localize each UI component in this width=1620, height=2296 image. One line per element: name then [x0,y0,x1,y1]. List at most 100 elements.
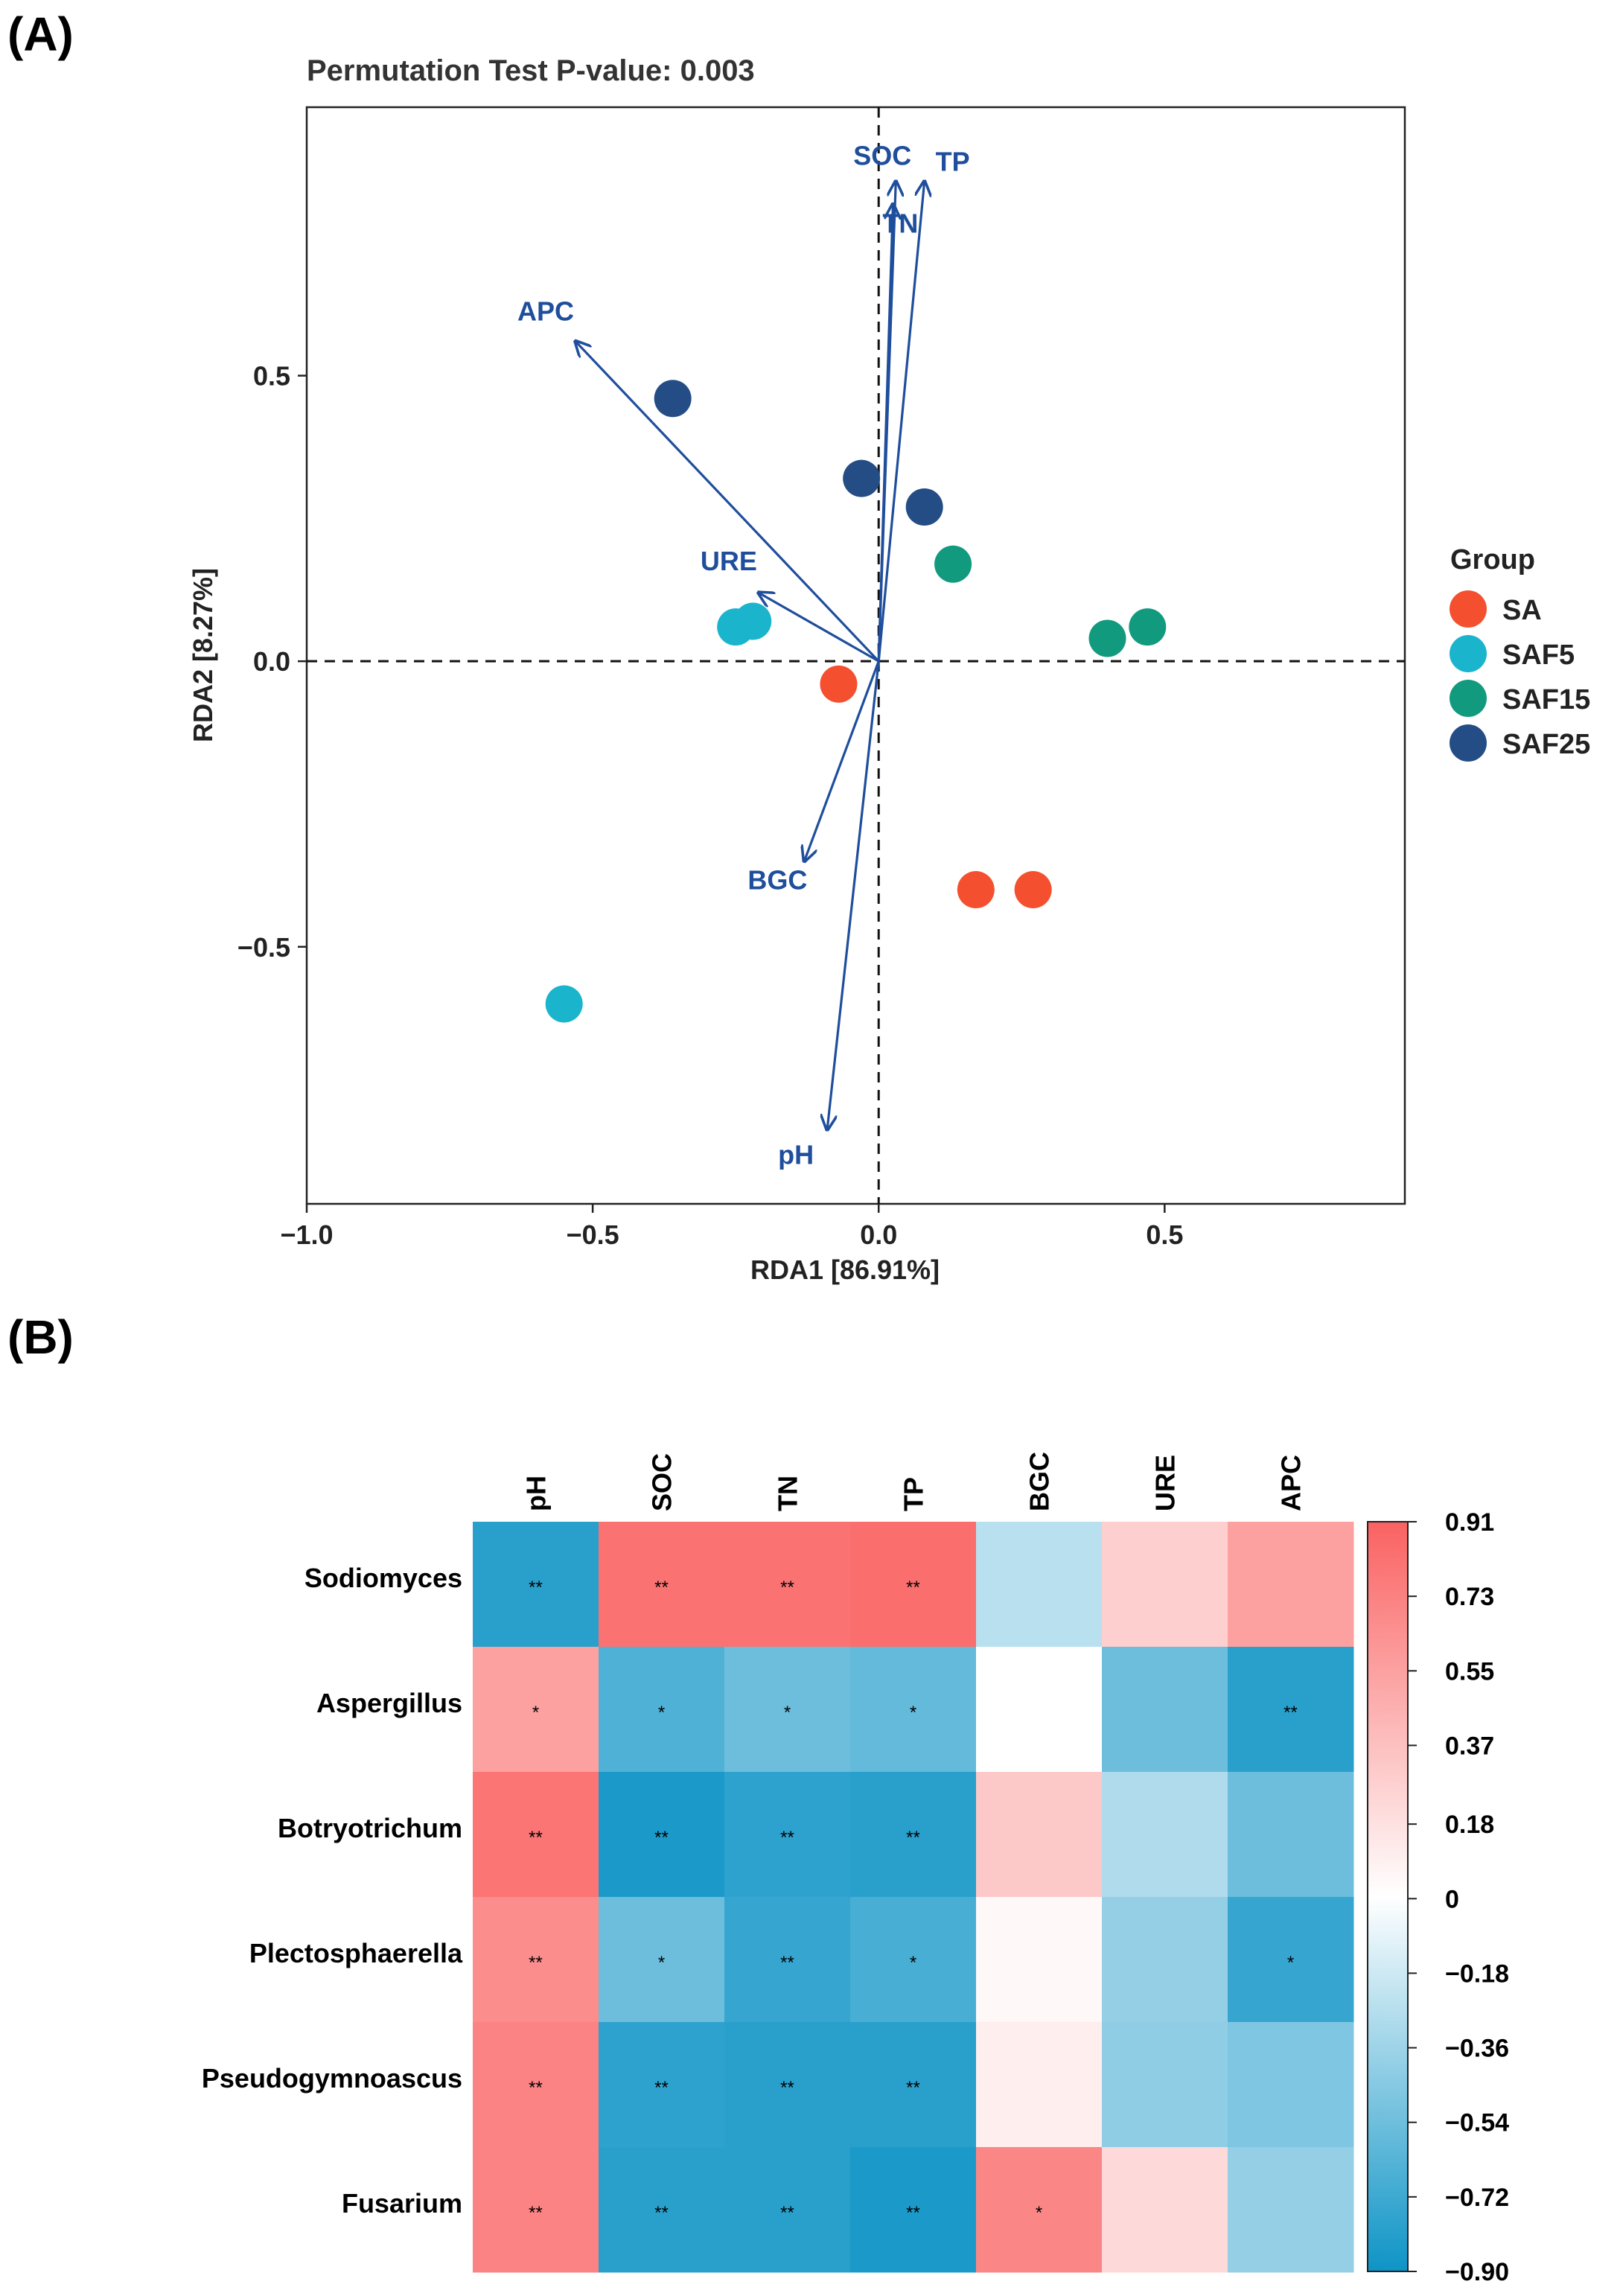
significance-marker: ** [906,2203,920,2223]
heatmap-cell [1102,2022,1228,2148]
point-saf15 [1088,619,1126,657]
heatmap-cell [724,1897,851,2023]
point-sa [957,871,995,909]
heatmap-column-labels: pH SOC TN TP BGC URE APC [521,1452,1307,1511]
heatmap-cell [850,2147,977,2273]
heatmap-cell [1228,2022,1354,2148]
point-saf5 [545,985,583,1023]
heatmap-cell [473,2022,599,2148]
rda-y-axis-title: RDA2 [8.27%] [188,568,218,742]
heatmap-cell [1102,1647,1228,1773]
legend-swatch-saf15 [1450,680,1487,717]
heatmap-cell [850,1522,977,1648]
heatmap-cell [976,1647,1103,1773]
heatmap-cell [724,2147,851,2273]
significance-marker: ** [529,2203,543,2223]
colorbar-tick-label: 0.73 [1445,1583,1494,1611]
vector-arrow-tn [877,204,893,662]
colorbar-tick-label: 0.18 [1445,1811,1494,1839]
point-saf25 [654,380,692,418]
vector-label-bgc: BGC [747,865,807,896]
vector-label-ph: pH [778,1139,814,1170]
legend-label-saf15: SAF15 [1502,684,1590,715]
legend-swatch-saf5 [1450,635,1487,672]
row-label-pseudogymnoascus: Pseudogymnoascus [202,2063,462,2093]
vector-arrow-ph [827,660,880,1129]
legend-label-saf25: SAF25 [1502,729,1590,760]
significance-marker: ** [654,2203,669,2223]
column-label-bgc: BGC [1024,1452,1055,1511]
heatmap-cell [599,2147,725,2273]
heatmap-cell [473,1647,599,1773]
significance-marker: ** [906,1578,920,1598]
heatmap-cell [599,2022,725,2148]
row-label-sodiomyces: Sodiomyces [304,1563,462,1593]
row-label-aspergillus: Aspergillus [316,1688,462,1718]
heatmap-cell [599,1897,725,2023]
colorbar-tick-label: −0.54 [1445,2109,1509,2137]
point-saf15 [934,545,972,583]
y-tick-label: −0.5 [237,932,290,963]
colorbar-tick-label: 0.55 [1445,1657,1494,1686]
heatmap: ** ** ** *** * * * **** ** ** **** * ** * *** ** ** **** *… [202,1452,1509,2286]
panel-a-label: (A) [7,7,74,61]
heatmap-cell [724,1647,851,1773]
heatmap-cell [1228,1772,1354,1898]
heatmap-cells: ** ** ** *** * * * **** ** ** **** * ** * *** ** ** **** *… [473,1522,1354,2273]
rda-reference-lines [307,107,1405,1204]
heatmap-cell [1228,2147,1354,2273]
heatmap-cell [473,1772,599,1898]
row-label-botryotrichum: Botryotrichum [278,1813,462,1843]
column-label-tp: TP [899,1477,929,1511]
heatmap-cell [976,1522,1103,1648]
heatmap-cell [850,2022,977,2148]
x-tick-label: 0.5 [1146,1219,1183,1250]
rda-x-axis: −1.0 −0.5 0.0 0.5 [280,1204,1183,1250]
point-saf25 [843,459,881,497]
rda-vectors: SOC TN TP APC URE BGC pH [517,141,970,1170]
significance-marker: ** [780,2078,794,2098]
colorbar-tick-label: −0.36 [1445,2035,1509,2063]
heatmap-cell [976,1897,1103,2023]
heatmap-cell [724,2022,851,2148]
heatmap-cell [976,2147,1103,2273]
heatmap-cell [1228,1897,1354,2023]
rda-legend: Group SA SAF5 SAF15 SAF25 [1450,544,1590,762]
point-sa [1014,871,1052,909]
significance-marker: ** [529,1953,543,1973]
significance-marker: ** [1283,1703,1298,1723]
vector-arrow-tp [877,182,924,662]
rda-x-axis-title: RDA1 [86.91%] [750,1254,940,1285]
significance-marker: * [658,1953,665,1973]
x-tick-label: −1.0 [280,1219,333,1250]
significance-marker: * [532,1703,539,1723]
heatmap-cell [1102,1897,1228,2023]
y-tick-label: 0.0 [253,646,290,677]
heatmap-cell [473,1522,599,1648]
column-label-ure: URE [1150,1455,1181,1511]
heatmap-cell [976,1772,1103,1898]
significance-marker: ** [529,2078,543,2098]
colorbar-tick-label: 0 [1445,1885,1459,1913]
rda-points [545,380,1167,1023]
colorbar-gradient [1367,1521,1409,2272]
rda-y-axis: 0.5 0.0 −0.5 [237,361,307,963]
column-label-soc: SOC [647,1453,677,1511]
column-label-ph: pH [521,1476,552,1511]
heatmap-cell [599,1772,725,1898]
legend-label-sa: SA [1502,595,1542,626]
significance-marker: * [1036,2203,1042,2223]
vector-arrow-bgc [804,660,880,861]
heatmap-cell [724,1772,851,1898]
heatmap-cell [599,1647,725,1773]
vector-arrow-apc [575,342,880,663]
heatmap-cell [1102,1522,1228,1648]
legend-swatch-sa [1450,590,1487,628]
vector-label-tp: TP [936,147,970,177]
vector-label-apc: APC [517,296,574,327]
significance-marker: * [910,1953,916,1973]
significance-marker: ** [780,1828,794,1848]
colorbar-tick-label: 0.37 [1445,1732,1494,1760]
significance-marker: ** [780,1578,794,1598]
